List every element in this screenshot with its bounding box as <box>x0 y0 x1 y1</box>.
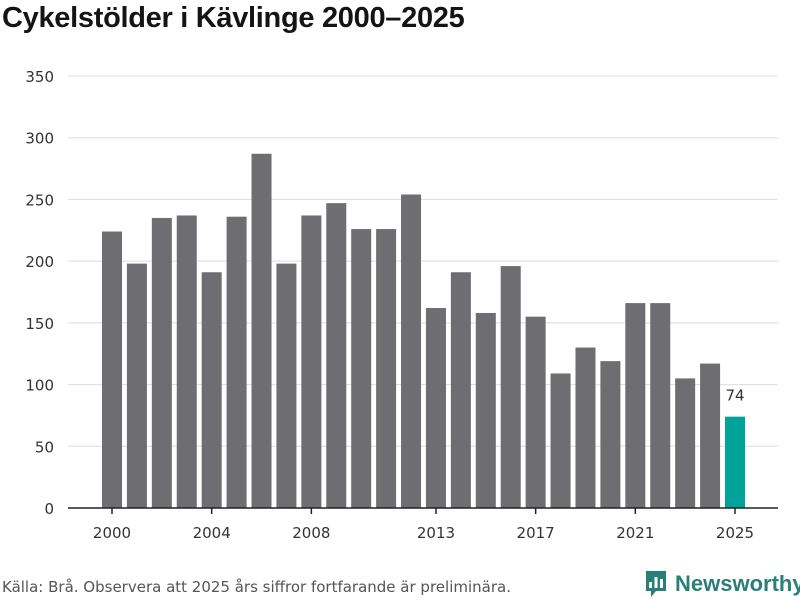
y-tick-label: 350 <box>25 68 54 86</box>
x-tick-label: 2008 <box>292 524 330 542</box>
bar <box>500 266 521 508</box>
bar <box>201 272 222 508</box>
bar <box>725 416 745 508</box>
bar <box>251 153 272 508</box>
bar <box>525 316 546 508</box>
bar <box>475 312 496 508</box>
x-tick-label: 2004 <box>193 524 231 542</box>
bar <box>102 231 122 508</box>
x-tick-label: 2000 <box>93 524 131 542</box>
y-tick-label: 150 <box>25 315 54 333</box>
bar <box>625 303 646 508</box>
source-note: Källa: Brå. Observera att 2025 års siffr… <box>2 578 511 596</box>
x-tick-label: 2021 <box>616 524 654 542</box>
bar <box>151 217 172 508</box>
chart-title: Cykelstölder i Kävlinge 2000–2025 <box>2 2 465 34</box>
bar <box>326 203 347 509</box>
x-tick-label: 2013 <box>417 524 455 542</box>
bar <box>226 216 247 509</box>
bar <box>550 373 571 508</box>
bar <box>700 363 721 508</box>
brand-logo: Newsworthy <box>644 568 800 600</box>
bar <box>600 361 621 508</box>
bar <box>401 194 422 508</box>
data-label: 74 <box>725 387 744 405</box>
bar <box>376 229 397 508</box>
bar <box>650 303 671 508</box>
y-tick-label: 0 <box>44 500 54 518</box>
x-tick-label: 2025 <box>716 524 754 542</box>
bar <box>276 263 297 508</box>
brand-name: Newsworthy <box>675 571 800 596</box>
bar <box>450 272 471 508</box>
y-tick-label: 200 <box>25 253 54 271</box>
bar <box>575 347 596 508</box>
y-tick-label: 50 <box>35 438 54 456</box>
bar <box>675 378 696 508</box>
bar <box>301 215 322 508</box>
bar <box>176 215 197 508</box>
bar <box>425 308 446 508</box>
y-tick-label: 300 <box>25 130 54 148</box>
y-tick-label: 250 <box>25 191 54 209</box>
bar <box>126 263 147 508</box>
y-tick-label: 100 <box>25 377 54 395</box>
bar <box>351 229 372 508</box>
newsworthy-logo-icon <box>646 571 666 597</box>
x-tick-label: 2017 <box>517 524 555 542</box>
